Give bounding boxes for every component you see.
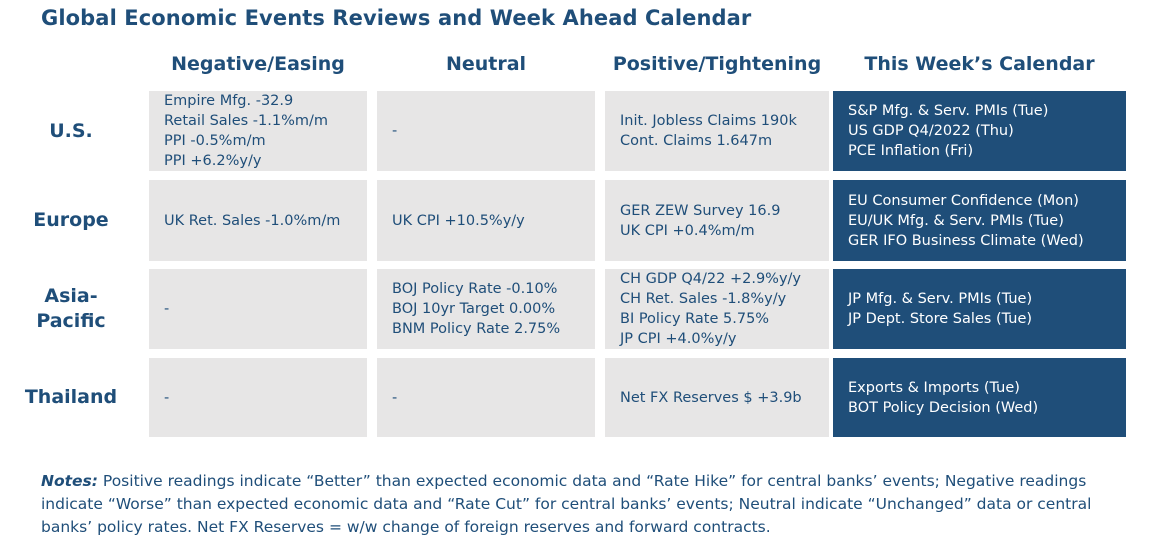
cell-line: EU Consumer Confidence (Mon) <box>848 192 1079 209</box>
cell-line: Cont. Claims 1.647m <box>620 133 773 149</box>
cell-line: JP Mfg. & Serv. PMIs (Tue) <box>848 291 1033 307</box>
cell-line: Net FX Reserves $ +3.9b <box>620 389 802 406</box>
cell-asia-negative: - <box>149 269 367 349</box>
cell-line: GER ZEW Survey 16.9 <box>620 202 781 219</box>
cell-line: GER IFO Business Climate (Wed) <box>848 232 1084 249</box>
cell-line: - <box>164 389 170 406</box>
cell-thailand-positive: Net FX Reserves $ +3.9b <box>605 358 829 437</box>
cell-us-negative: Empire Mfg. -32.9 Retail Sales -1.1%m/m … <box>149 91 367 171</box>
cell-line: - <box>392 123 398 139</box>
column-header-calendar: This Week’s Calendar <box>864 53 1095 75</box>
cell-asia-neutral: BOJ Policy Rate -0.10% BOJ 10yr Target 0… <box>377 269 595 349</box>
cell-line: Empire Mfg. -32.9 <box>164 93 294 109</box>
cell-asia-calendar: JP Mfg. & Serv. PMIs (Tue) JP Dept. Stor… <box>833 269 1126 349</box>
cell-line: BNM Policy Rate 2.75% <box>392 321 561 337</box>
cell-thailand-neutral: - <box>377 358 595 437</box>
cell-line: - <box>164 301 170 317</box>
cell-europe-neutral: UK CPI +10.5%y/y <box>377 180 595 261</box>
column-header-neutral: Neutral <box>445 53 527 75</box>
cell-line: UK Ret. Sales -1.0%m/m <box>164 212 341 229</box>
row-header-europe: Europe <box>33 209 109 231</box>
column-header-positive: Positive/Tightening <box>612 53 822 75</box>
cell-line: JP Dept. Store Sales (Tue) <box>848 311 1033 327</box>
cell-line: S&P Mfg. & Serv. PMIs (Tue) <box>848 103 1049 119</box>
cell-line: BOT Policy Decision (Wed) <box>848 399 1039 416</box>
cell-line: BOJ Policy Rate -0.10% <box>392 281 558 297</box>
cell-line: CH GDP Q4/22 +2.9%y/y <box>620 271 802 287</box>
cell-thailand-negative: - <box>149 358 367 437</box>
cell-line: Exports & Imports (Tue) <box>848 379 1020 396</box>
cell-line: Retail Sales -1.1%m/m <box>164 113 328 129</box>
cell-line: BI Policy Rate 5.75% <box>620 311 770 327</box>
cell-asia-positive: CH GDP Q4/22 +2.9%y/y CH Ret. Sales -1.8… <box>605 269 829 349</box>
cell-line: PPI -0.5%m/m <box>164 133 266 149</box>
cell-line: UK CPI +10.5%y/y <box>392 212 525 229</box>
cell-us-neutral: - <box>377 91 595 171</box>
cell-europe-negative: UK Ret. Sales -1.0%m/m <box>149 180 367 261</box>
cell-line: UK CPI +0.4%m/m <box>620 222 755 239</box>
cell-us-calendar: S&P Mfg. & Serv. PMIs (Tue) US GDP Q4/20… <box>833 91 1126 171</box>
cell-line: BOJ 10yr Target 0.00% <box>392 301 556 317</box>
cell-thailand-calendar: Exports & Imports (Tue) BOT Policy Decis… <box>833 358 1126 437</box>
row-header-asia-pacific: Asia- Pacific <box>0 269 142 349</box>
row-header-line: Asia- <box>44 285 98 307</box>
cell-us-positive: Init. Jobless Claims 190k Cont. Claims 1… <box>605 91 829 171</box>
cell-line: PCE Inflation (Fri) <box>848 143 974 159</box>
notes-text: Positive readings indicate “Better” than… <box>41 472 1092 536</box>
cell-line: Init. Jobless Claims 190k <box>620 113 797 129</box>
cell-line: JP CPI +4.0%y/y <box>620 331 737 347</box>
column-header-negative: Negative/Easing <box>171 53 345 75</box>
row-header-us: U.S. <box>49 119 93 142</box>
row-header-thailand: Thailand <box>24 386 118 408</box>
notes: Notes: Positive readings indicate “Bette… <box>41 470 1131 539</box>
notes-label: Notes: <box>41 472 98 490</box>
cell-europe-calendar: EU Consumer Confidence (Mon) EU/UK Mfg. … <box>833 180 1126 261</box>
cell-line: CH Ret. Sales -1.8%y/y <box>620 291 787 307</box>
page-title: Global Economic Events Reviews and Week … <box>41 6 752 30</box>
cell-europe-positive: GER ZEW Survey 16.9 UK CPI +0.4%m/m <box>605 180 829 261</box>
row-header-line: Pacific <box>36 310 106 332</box>
cell-line: - <box>392 389 398 406</box>
cell-line: EU/UK Mfg. & Serv. PMIs (Tue) <box>848 212 1064 229</box>
cell-line: PPI +6.2%y/y <box>164 153 262 169</box>
cell-line: US GDP Q4/2022 (Thu) <box>848 123 1014 139</box>
